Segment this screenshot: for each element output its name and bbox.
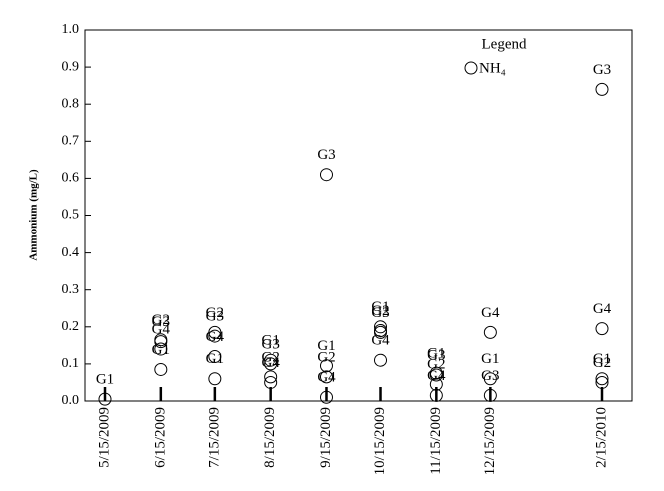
point-label: G4 (371, 333, 390, 349)
point-label: G3 (317, 147, 335, 163)
point (483, 372, 497, 386)
point-label: G4 (206, 329, 225, 345)
point-label: G4 (593, 301, 612, 317)
point-label: G1 (96, 372, 114, 388)
y-tick-label: 1.0 (62, 22, 80, 37)
point (154, 362, 168, 376)
point (429, 377, 443, 391)
point-label: G4 (481, 305, 500, 321)
y-tick-label: 0.2 (62, 319, 80, 334)
legend: Legend NH₄ (464, 36, 527, 76)
point (154, 335, 168, 349)
x-tick-label: 11/15/2009 (428, 407, 444, 475)
point-label: G2 (427, 357, 445, 373)
y-tick-label: 0.7 (62, 134, 80, 149)
x-tick-label: 12/15/2009 (482, 407, 498, 475)
point (374, 320, 388, 334)
point (208, 372, 222, 386)
y-tick-label: 0.1 (62, 356, 80, 371)
point-label: G2 (593, 355, 611, 371)
point (264, 370, 278, 384)
y-tick-label: 0.5 (62, 208, 80, 223)
point-label: G2 (317, 349, 335, 365)
point (595, 375, 609, 389)
y-tick-label: 0.9 (62, 59, 80, 74)
point (595, 82, 609, 96)
point-label: G1 (206, 351, 224, 367)
point-label: G3 (261, 336, 279, 352)
point-label: G2 (261, 349, 279, 365)
legend-title: Legend (482, 36, 527, 52)
point-label: G4 (261, 355, 280, 371)
point-label: G2 (371, 303, 389, 319)
point-label: G1 (481, 351, 499, 367)
legend-symbol (464, 61, 478, 75)
point (483, 325, 497, 339)
y-axis-label: Ammonium (mg/L) (28, 169, 40, 261)
point (154, 342, 168, 356)
x-tick-label: 6/15/2009 (152, 407, 168, 468)
point (429, 388, 443, 402)
legend-label: NH₄ (479, 60, 506, 76)
point (264, 353, 278, 367)
point-label: G2 (206, 305, 224, 321)
point (374, 325, 388, 339)
point-label: G3 (427, 347, 445, 363)
y-tick-label: 0.4 (62, 245, 80, 260)
x-tick-label: 10/15/2009 (372, 407, 388, 475)
point-label: G4 (317, 370, 336, 386)
point-label: G4 (152, 321, 171, 337)
point (319, 168, 333, 182)
point-label: G3 (206, 309, 224, 325)
x-tick-label: 9/15/2009 (318, 407, 334, 468)
point-label: G2 (152, 312, 170, 328)
point (98, 392, 112, 406)
point (374, 353, 388, 367)
point-label: G3 (593, 62, 611, 78)
point-label: G3 (371, 305, 389, 321)
point (595, 372, 609, 386)
y-tick-label: 0.8 (62, 96, 80, 111)
x-tick-label: 7/15/2009 (206, 407, 222, 468)
point (483, 388, 497, 402)
point-label: G1 (261, 333, 279, 349)
point (208, 329, 222, 343)
y-tick-label: 0.0 (62, 393, 80, 408)
point (264, 375, 278, 389)
point (208, 349, 222, 363)
point (595, 322, 609, 336)
point-label: G3 (481, 368, 499, 384)
y-tick-label: 0.6 (62, 171, 80, 186)
point (208, 325, 222, 339)
point (319, 370, 333, 384)
x-tick-label: 8/15/2009 (262, 407, 278, 468)
point (264, 357, 278, 371)
point (319, 359, 333, 373)
point-label: G1 (427, 346, 445, 362)
point (429, 368, 443, 382)
point (319, 390, 333, 404)
point-label: G3 (152, 314, 170, 330)
point-label: G1 (593, 351, 611, 367)
point-label: G1 (317, 338, 335, 354)
y-tick-label: 0.3 (62, 282, 80, 297)
point-label: G4 (427, 368, 446, 384)
point-label: G1 (371, 299, 389, 315)
x-tick-label: 2/15/2010 (593, 407, 609, 468)
x-tick-label: 5/15/2009 (96, 407, 112, 468)
